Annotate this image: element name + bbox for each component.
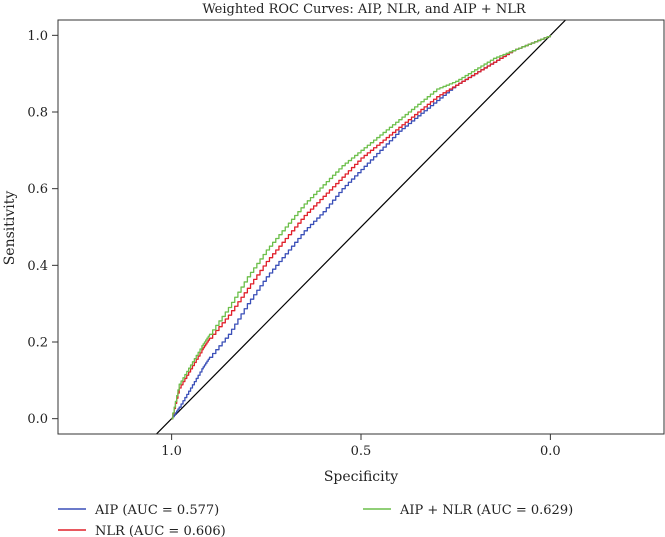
chance-diagonal xyxy=(155,20,567,434)
y-tick-label: 0.6 xyxy=(27,182,48,197)
legend-item-aip: AIP (AUC = 0.577) xyxy=(58,503,219,518)
legend-label-aip-nlr: AIP + NLR (AUC = 0.629) xyxy=(399,503,573,518)
legend-item-nlr: NLR (AUC = 0.606) xyxy=(58,524,226,537)
y-tick-label: 1.0 xyxy=(27,29,48,44)
plot-area: 1.0 0.5 0.0 0.0 0.2 0.4 0.6 0.8 1.0 xyxy=(27,19,665,459)
legend-item-aip-nlr: AIP + NLR (AUC = 0.629) xyxy=(363,503,573,518)
x-axis-ticks: 1.0 0.5 0.0 xyxy=(161,434,561,459)
legend-label-aip: AIP (AUC = 0.577) xyxy=(94,503,219,518)
x-tick-label: 0.0 xyxy=(540,444,561,459)
y-axis-label: Sensitivity xyxy=(2,191,18,266)
legend: AIP (AUC = 0.577) NLR (AUC = 0.606) AIP … xyxy=(58,503,573,537)
series-lines xyxy=(171,35,552,420)
roc-line-nlr xyxy=(171,35,552,420)
x-tick-label: 0.5 xyxy=(351,444,372,459)
x-axis-label: Specificity xyxy=(324,469,398,485)
plot-frame xyxy=(57,19,665,435)
y-tick-label: 0.4 xyxy=(27,259,48,274)
x-tick-label: 1.0 xyxy=(161,444,182,459)
legend-label-nlr: NLR (AUC = 0.606) xyxy=(95,524,226,537)
chart-title: Weighted ROC Curves: AIP, NLR, and AIP +… xyxy=(202,2,526,17)
y-axis-ticks: 0.0 0.2 0.4 0.6 0.8 1.0 xyxy=(27,29,58,427)
y-tick-label: 0.8 xyxy=(27,106,48,121)
y-tick-label: 0.0 xyxy=(27,412,48,427)
y-tick-label: 0.2 xyxy=(27,336,48,351)
roc-line-aip-nlr xyxy=(171,35,552,420)
